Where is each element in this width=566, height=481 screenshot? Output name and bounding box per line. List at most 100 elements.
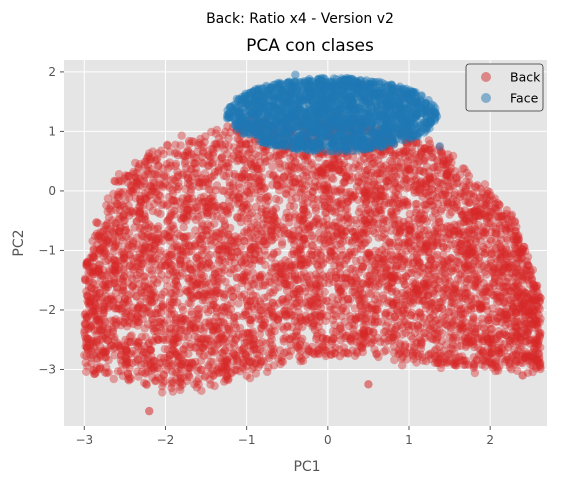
back-point: [512, 260, 520, 268]
back-point: [236, 140, 244, 148]
back-point: [148, 289, 156, 297]
back-point: [156, 210, 164, 218]
back-point: [496, 339, 504, 347]
back-point: [332, 344, 340, 352]
back-point: [286, 202, 294, 210]
back-point: [420, 329, 428, 337]
back-point: [278, 268, 286, 276]
back-point: [341, 274, 349, 282]
back-point: [103, 369, 111, 377]
back-point: [294, 275, 302, 283]
back-point: [504, 274, 512, 282]
back-point: [136, 192, 144, 200]
back-point: [343, 173, 351, 181]
back-point: [381, 339, 389, 347]
back-point: [230, 342, 238, 350]
back-point: [156, 192, 164, 200]
back-point: [168, 289, 176, 297]
back-point: [329, 175, 337, 183]
back-point: [167, 162, 175, 170]
back-point: [239, 349, 247, 357]
back-point: [399, 353, 407, 361]
back-point: [309, 296, 317, 304]
back-point: [245, 234, 253, 242]
back-point: [128, 314, 136, 322]
back-point: [141, 283, 149, 291]
back-point: [280, 325, 288, 333]
back-point: [175, 356, 183, 364]
back-point: [258, 338, 266, 346]
back-point: [278, 241, 286, 249]
back-point: [233, 157, 241, 165]
back-point: [337, 185, 345, 193]
back-point: [421, 245, 429, 253]
back-point: [131, 263, 139, 271]
back-point: [157, 308, 165, 316]
back-point: [229, 349, 237, 357]
back-point: [274, 283, 282, 291]
back-point: [227, 253, 235, 261]
back-point: [382, 327, 390, 335]
back-point: [337, 204, 345, 212]
back-point: [482, 202, 490, 210]
back-point: [222, 331, 230, 339]
back-point: [459, 164, 467, 172]
back-point: [481, 180, 489, 188]
back-point: [126, 373, 134, 381]
back-point: [253, 212, 261, 220]
back-point: [124, 291, 132, 299]
back-point: [521, 353, 529, 361]
back-point: [495, 213, 503, 221]
back-point: [156, 247, 164, 255]
back-point: [89, 279, 97, 287]
back-point: [425, 136, 433, 144]
back-point: [226, 224, 234, 232]
back-point: [428, 180, 436, 188]
back-point: [343, 349, 351, 357]
back-point: [91, 370, 99, 378]
back-point: [161, 179, 169, 187]
back-point: [231, 366, 239, 374]
back-point: [208, 159, 216, 167]
back-point: [307, 247, 315, 255]
back-point: [155, 336, 163, 344]
back-point: [412, 358, 420, 366]
back-point: [490, 265, 498, 273]
back-point: [482, 225, 490, 233]
back-point: [266, 277, 274, 285]
back-point: [535, 329, 543, 337]
back-point: [207, 370, 215, 378]
back-point: [343, 332, 351, 340]
back-point: [447, 350, 455, 358]
back-point: [530, 282, 538, 290]
back-point: [393, 261, 401, 269]
back-point: [133, 342, 141, 350]
back-point: [164, 141, 172, 149]
back-point: [166, 232, 174, 240]
back-point: [213, 212, 221, 220]
back-point: [212, 313, 220, 321]
back-point: [252, 150, 260, 158]
back-point: [392, 207, 400, 215]
back-point: [493, 317, 501, 325]
back-point: [140, 305, 148, 313]
back-point: [473, 273, 481, 281]
back-point: [197, 335, 205, 343]
back-point: [512, 323, 520, 331]
back-point: [299, 200, 307, 208]
back-point: [250, 337, 258, 345]
back-point: [411, 200, 419, 208]
back-point: [390, 179, 398, 187]
back-point: [295, 352, 303, 360]
back-point: [287, 341, 295, 349]
back-point: [179, 306, 187, 314]
back-point: [454, 239, 462, 247]
back-point: [359, 348, 367, 356]
back-point: [230, 170, 238, 178]
back-point: [393, 306, 401, 314]
back-point: [256, 273, 264, 281]
back-point: [422, 357, 430, 365]
back-point: [124, 208, 132, 216]
back-point: [175, 333, 183, 341]
back-point: [256, 330, 264, 338]
